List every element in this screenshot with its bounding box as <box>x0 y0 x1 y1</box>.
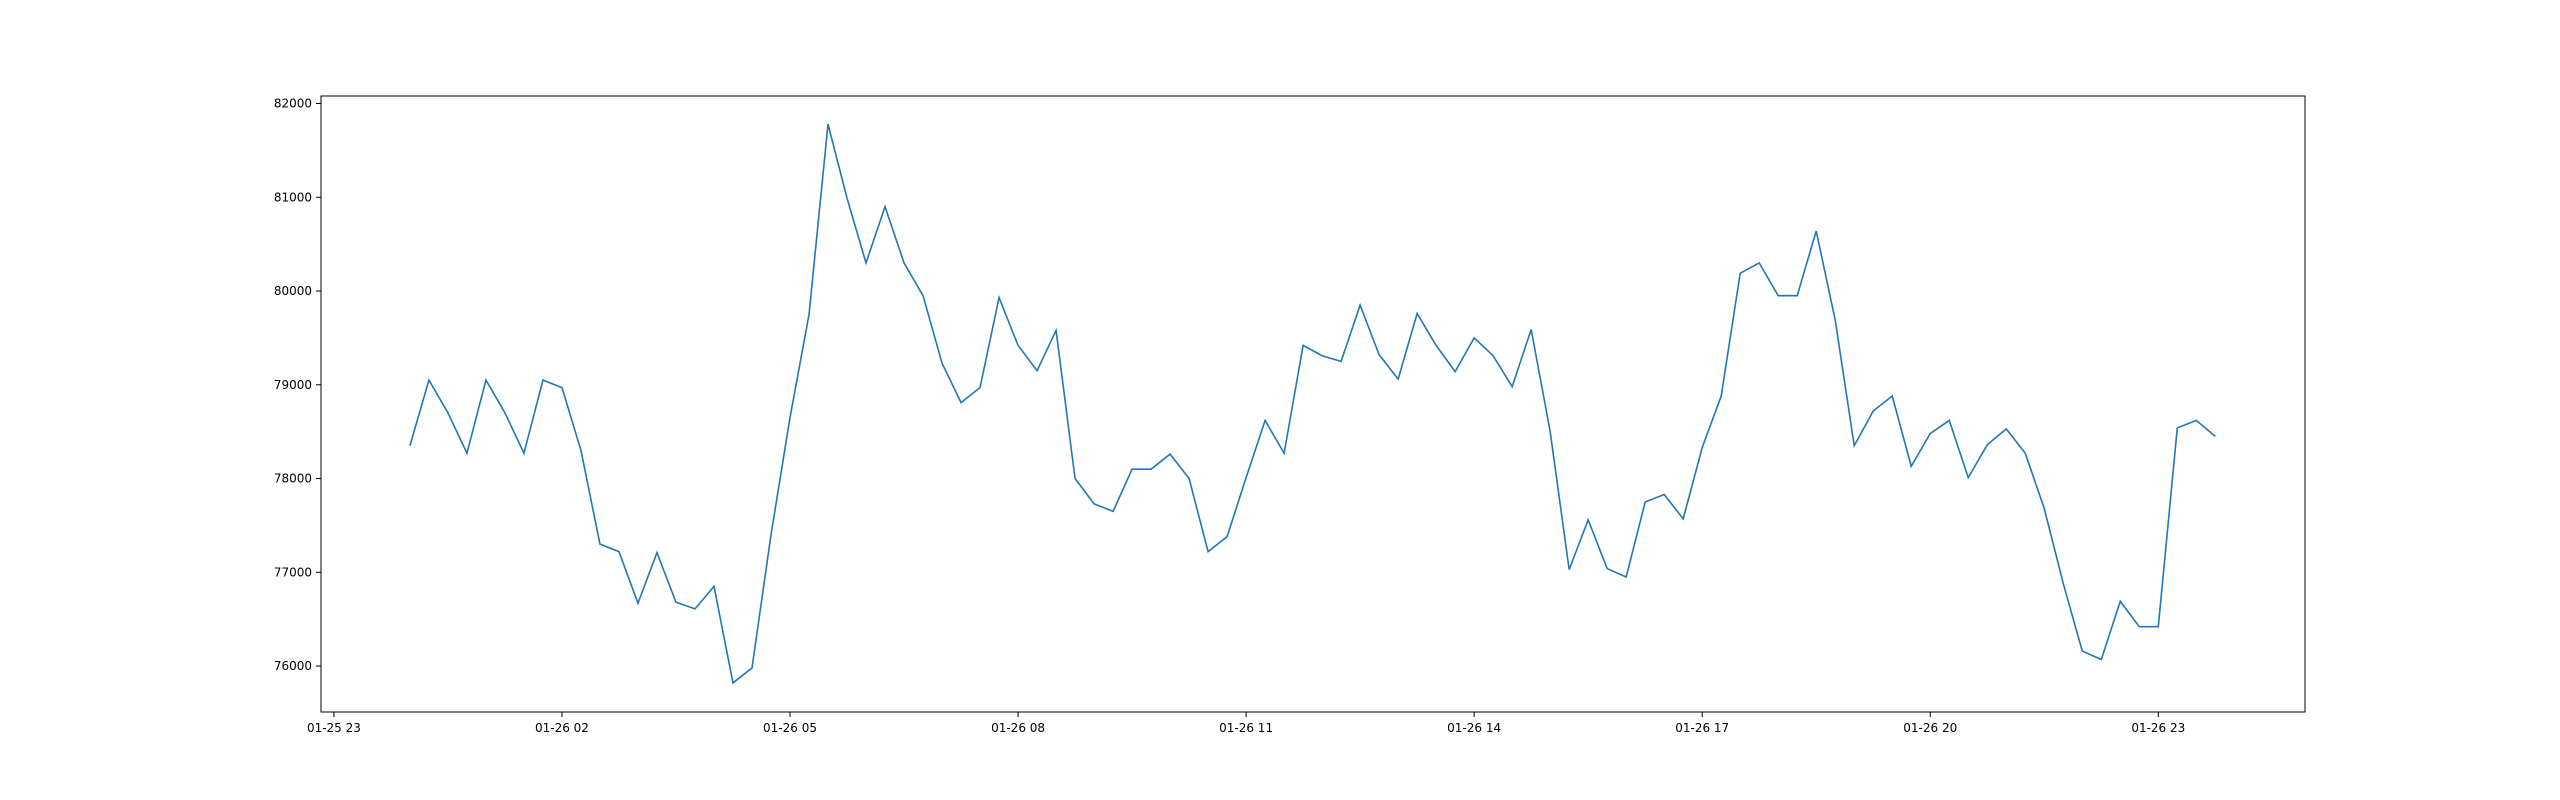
x-tick-label: 01-26 05 <box>763 721 817 735</box>
x-tick-label: 01-26 02 <box>535 721 589 735</box>
x-tick-label: 01-26 17 <box>1675 721 1729 735</box>
x-tick-label: 01-26 20 <box>1903 721 1957 735</box>
x-tick-label: 01-26 08 <box>991 721 1045 735</box>
y-tick-label: 78000 <box>274 472 312 486</box>
y-tick-label: 76000 <box>274 659 312 673</box>
y-tick-label: 82000 <box>274 97 312 111</box>
series-line <box>409 123 2216 685</box>
y-axis: 76000 77000 78000 79000 80000 81000 82000 <box>274 97 321 673</box>
plot-frame <box>320 95 2306 713</box>
y-tick-label: 81000 <box>274 190 312 204</box>
y-tick-label: 77000 <box>274 565 312 579</box>
x-tick-label: 01-26 14 <box>1447 721 1501 735</box>
y-tick-label: 79000 <box>274 378 312 392</box>
x-axis: 01-25 23 01-26 02 01-26 05 01-26 08 01-26 11… <box>307 712 2185 735</box>
y-tick-label: 80000 <box>274 284 312 298</box>
x-tick-label: 01-25 23 <box>307 721 361 735</box>
x-tick-label: 01-26 23 <box>2131 721 2185 735</box>
x-tick-label: 01-26 11 <box>1219 721 1273 735</box>
